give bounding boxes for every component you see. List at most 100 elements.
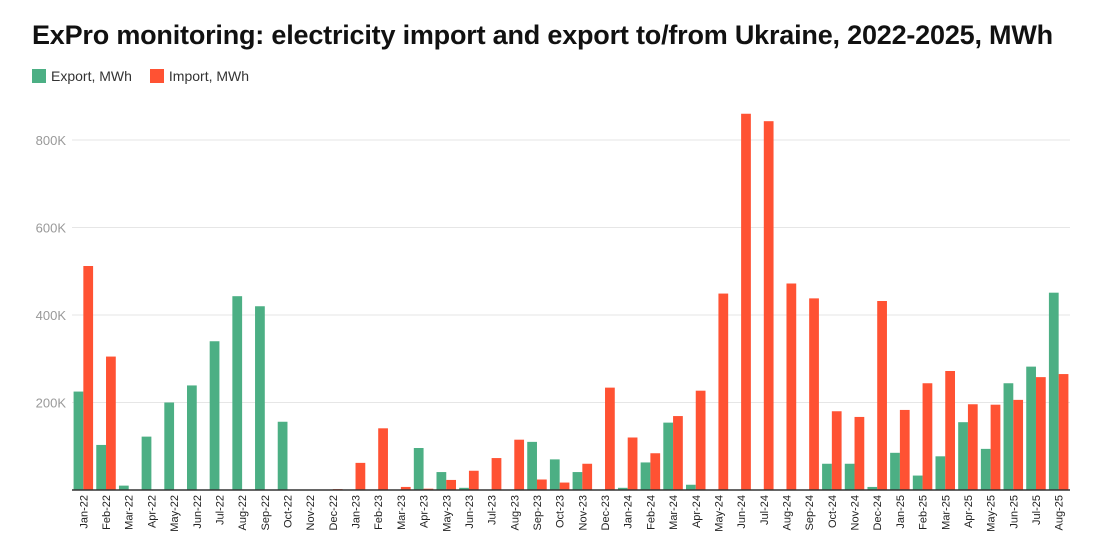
- bar-import: [877, 301, 887, 490]
- x-tick-label: May-22: [169, 495, 181, 532]
- bar-import: [763, 121, 774, 490]
- x-tick-label: Aug-22: [237, 495, 249, 530]
- bar-import: [1035, 377, 1046, 490]
- x-tick-label: Feb-24: [645, 495, 657, 530]
- bar-export: [890, 452, 900, 490]
- bar-import: [945, 371, 956, 490]
- x-tick-label: Aug-23: [509, 495, 521, 530]
- bar-import: [400, 486, 411, 490]
- bar-import: [854, 416, 865, 490]
- bar-export: [255, 306, 265, 490]
- bar-import: [899, 409, 910, 490]
- x-tick-label: Jun-22: [192, 495, 204, 529]
- bar-import: [355, 462, 366, 490]
- x-tick-label: Oct-23: [555, 495, 567, 528]
- bar-import: [673, 416, 683, 490]
- bar-export: [209, 341, 220, 490]
- bar-export: [958, 422, 968, 490]
- bar-import: [786, 283, 797, 490]
- legend-label-import: Import, MWh: [168, 68, 250, 84]
- x-tick-label: Feb-23: [373, 495, 385, 530]
- x-tick-label: May-24: [713, 495, 725, 532]
- bar-import: [990, 404, 1001, 490]
- x-tick-label: Jul-24: [759, 495, 771, 525]
- x-tick-label: Dec-24: [872, 495, 884, 530]
- x-tick-label: Jan-24: [623, 495, 635, 529]
- x-tick-label: Jan-23: [351, 495, 363, 529]
- bar-import: [106, 356, 116, 490]
- bar-import: [582, 463, 593, 490]
- y-tick-label: 200K: [36, 396, 67, 411]
- bar-import: [967, 404, 978, 490]
- x-tick-label: Jul-22: [214, 495, 226, 525]
- bar-import: [831, 411, 842, 490]
- bar-import: [514, 439, 525, 490]
- x-tick-label: Jun-25: [1008, 495, 1020, 529]
- bar-export: [164, 402, 175, 490]
- bar-export: [73, 391, 84, 490]
- x-tick-label: Sep-23: [532, 495, 544, 530]
- bar-export: [617, 487, 628, 490]
- bar-export: [549, 459, 560, 490]
- bar-import: [491, 458, 502, 490]
- bar-export: [1003, 383, 1014, 490]
- x-tick-label: Mar-22: [124, 495, 136, 530]
- bar-import: [605, 387, 615, 490]
- bar-export: [640, 462, 651, 490]
- x-tick-label: Apr-22: [146, 495, 158, 528]
- bar-export: [277, 421, 288, 490]
- bar-export: [867, 486, 878, 490]
- x-tick-label: Nov-24: [850, 495, 862, 530]
- chart-legend: Export, MWh Import, MWh: [32, 68, 267, 84]
- bar-export: [118, 485, 129, 490]
- y-tick-label: 600K: [36, 221, 67, 236]
- bar-import: [1058, 374, 1069, 490]
- x-tick-label: Nov-23: [577, 495, 589, 530]
- bar-export: [96, 444, 107, 490]
- x-tick-label: Mar-24: [668, 495, 680, 530]
- bar-import: [741, 113, 751, 490]
- x-tick-label: Apr-23: [419, 495, 431, 528]
- bar-export: [459, 487, 469, 490]
- bar-import: [446, 479, 457, 490]
- bar-export: [1026, 366, 1036, 490]
- x-tick-label: Sep-22: [260, 495, 272, 530]
- x-tick-label: Mar-25: [940, 495, 952, 530]
- bar-import: [650, 453, 661, 490]
- x-tick-label: Jun-24: [736, 495, 748, 529]
- y-tick-label: 400K: [36, 308, 67, 323]
- x-tick-label: Jan-25: [895, 495, 907, 529]
- x-tick-label: Mar-23: [396, 495, 408, 530]
- x-tick-label: Feb-25: [918, 495, 930, 530]
- bar-export: [822, 463, 832, 490]
- bar-import: [627, 437, 638, 490]
- bar-import: [378, 428, 388, 490]
- bar-export: [186, 385, 197, 490]
- bar-export: [141, 436, 152, 490]
- bar-import: [536, 479, 547, 490]
- x-tick-label: Aug-24: [781, 495, 793, 530]
- bar-export: [527, 441, 537, 490]
- bar-import: [559, 482, 570, 490]
- x-tick-label: Jul-23: [487, 495, 499, 525]
- x-tick-label: Nov-22: [305, 495, 317, 530]
- x-tick-label: Apr-25: [963, 495, 975, 528]
- bar-export: [685, 484, 696, 490]
- legend-swatch-import: [149, 69, 164, 83]
- x-tick-label: Jul-25: [1031, 495, 1043, 525]
- legend-item-export[interactable]: Export, MWh: [32, 68, 132, 84]
- legend-label-export: Export, MWh: [51, 68, 132, 84]
- bar-export: [413, 448, 424, 490]
- x-tick-label: Oct-22: [282, 495, 294, 528]
- x-tick-label: Oct-24: [827, 495, 839, 528]
- x-tick-label: May-23: [441, 495, 453, 532]
- bar-import: [1013, 399, 1024, 490]
- bar-export: [572, 472, 583, 490]
- x-tick-label: Feb-22: [101, 495, 113, 530]
- x-tick-label: Aug-25: [1054, 495, 1066, 530]
- legend-item-import[interactable]: Import, MWh: [149, 68, 250, 84]
- bar-import: [922, 383, 933, 490]
- x-tick-label: Apr-24: [691, 495, 703, 528]
- bar-import: [468, 470, 479, 490]
